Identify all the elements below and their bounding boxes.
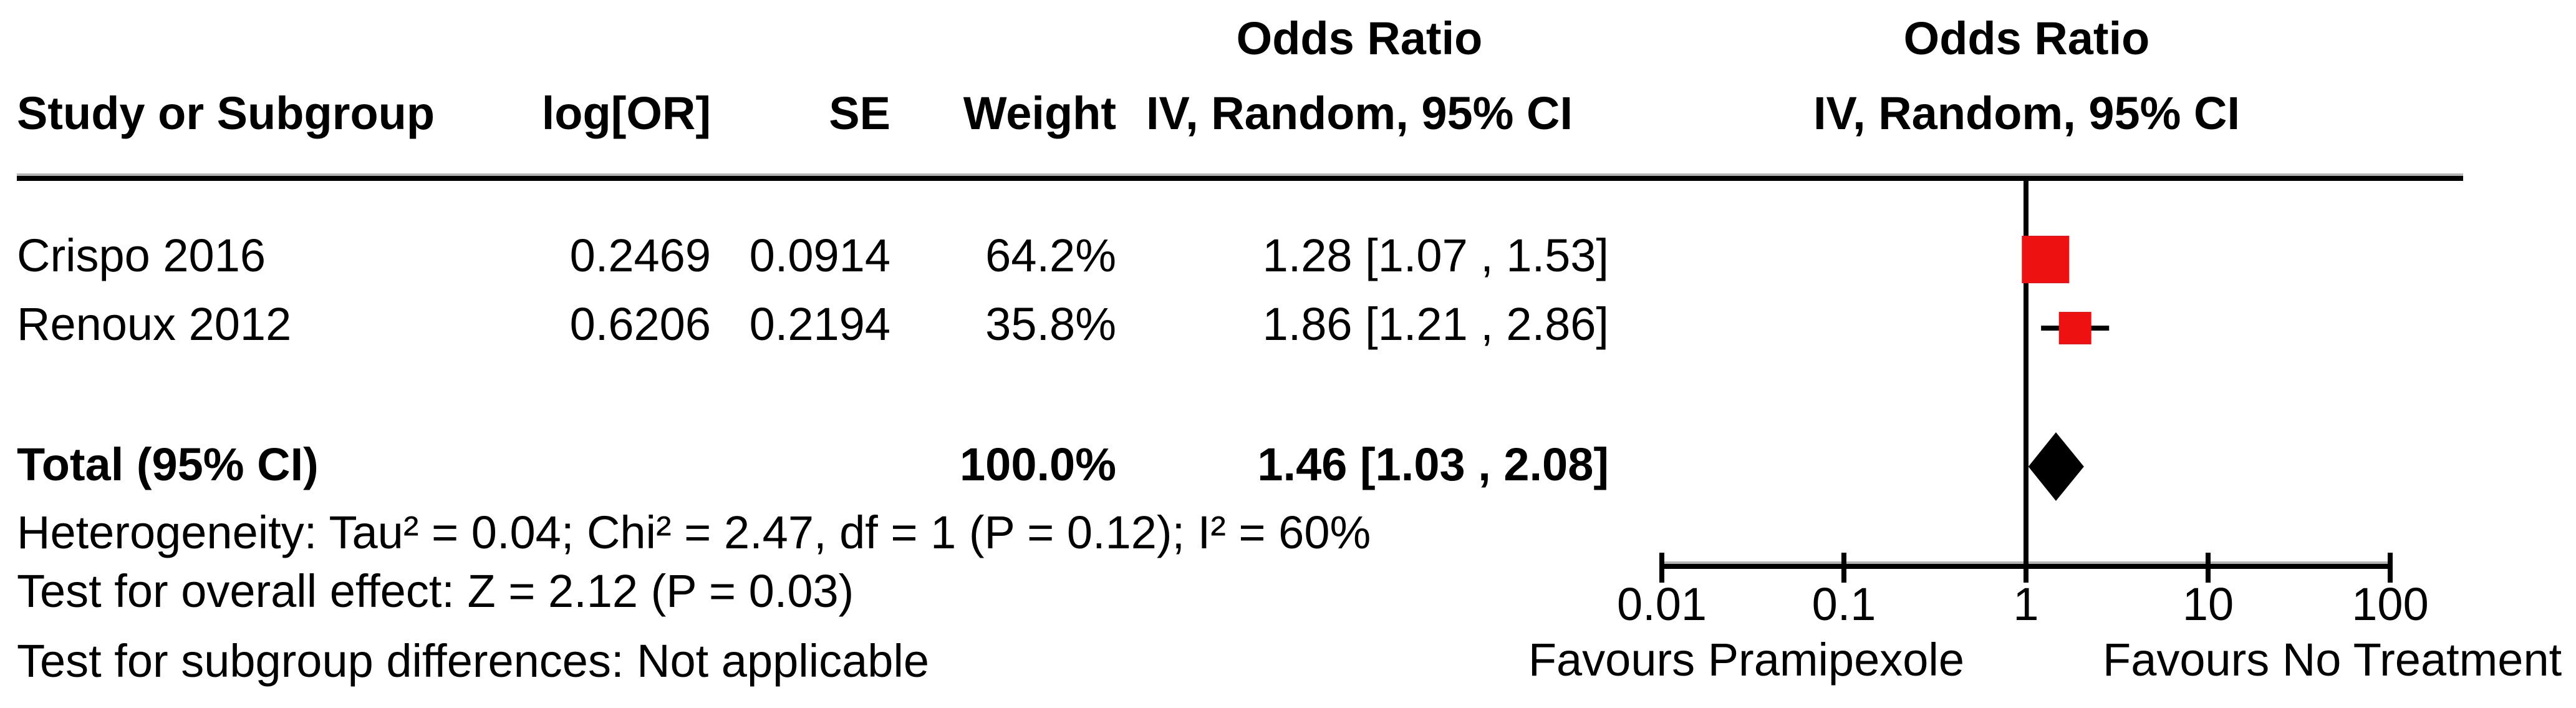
study-name: Crispo 2016 — [17, 230, 266, 281]
total-weight: 100.0% — [960, 439, 1116, 490]
study-or-ci: 1.28 [1.07 , 1.53] — [1262, 230, 1609, 281]
total-diamond — [2028, 432, 2084, 501]
study-marker — [2058, 312, 2091, 344]
study-marker — [2022, 236, 2070, 283]
total-label: Total (95% CI) — [17, 439, 319, 490]
no-effect-line — [2024, 181, 2028, 569]
col-header-log-or: log[OR] — [541, 87, 711, 139]
x-axis-tick — [1841, 553, 1846, 583]
study-log-or: 0.2469 — [569, 230, 711, 281]
x-tick-label: 10 — [2182, 578, 2234, 630]
col-header-method-ci-table: IV, Random, 95% CI — [1146, 87, 1573, 139]
x-axis-tick — [2206, 553, 2211, 583]
favours-right-label: Favours No Treatment — [2103, 634, 2562, 686]
x-axis-tick — [2388, 553, 2393, 583]
odds-ratio-title-plot: Odds Ratio — [1903, 12, 2150, 64]
heterogeneity-text: Heterogeneity: Tau² = 0.04; Chi² = 2.47,… — [17, 507, 1371, 558]
odds-ratio-title-table: Odds Ratio — [1236, 12, 1483, 64]
favours-left-label: Favours Pramipexole — [1528, 634, 1964, 686]
x-tick-label: 0.01 — [1616, 578, 1707, 630]
study-or-ci: 1.86 [1.21 , 2.86] — [1262, 298, 1609, 350]
study-name: Renoux 2012 — [17, 298, 292, 350]
header-rule — [17, 173, 2463, 181]
study-se: 0.0914 — [749, 230, 890, 281]
col-header-method-ci-plot: IV, Random, 95% CI — [1813, 87, 2241, 139]
study-log-or: 0.6206 — [569, 298, 711, 350]
total-or-ci: 1.46 [1.03 , 2.08] — [1257, 439, 1609, 490]
study-weight: 64.2% — [985, 230, 1116, 281]
study-se: 0.2194 — [749, 298, 890, 350]
study-weight: 35.8% — [985, 298, 1116, 350]
subgroup-test-text: Test for subgroup differences: Not appli… — [17, 635, 930, 687]
overall-effect-text: Test for overall effect: Z = 2.12 (P = 0… — [17, 565, 854, 617]
col-header-se: SE — [829, 87, 890, 139]
x-axis-tick — [2024, 553, 2028, 583]
x-tick-label: 100 — [2352, 578, 2429, 630]
x-tick-label: 1 — [2013, 578, 2039, 630]
col-header-study: Study or Subgroup — [17, 87, 435, 139]
x-axis-tick — [1659, 553, 1664, 583]
col-header-weight: Weight — [963, 87, 1116, 139]
x-tick-label: 0.1 — [1811, 578, 1876, 630]
